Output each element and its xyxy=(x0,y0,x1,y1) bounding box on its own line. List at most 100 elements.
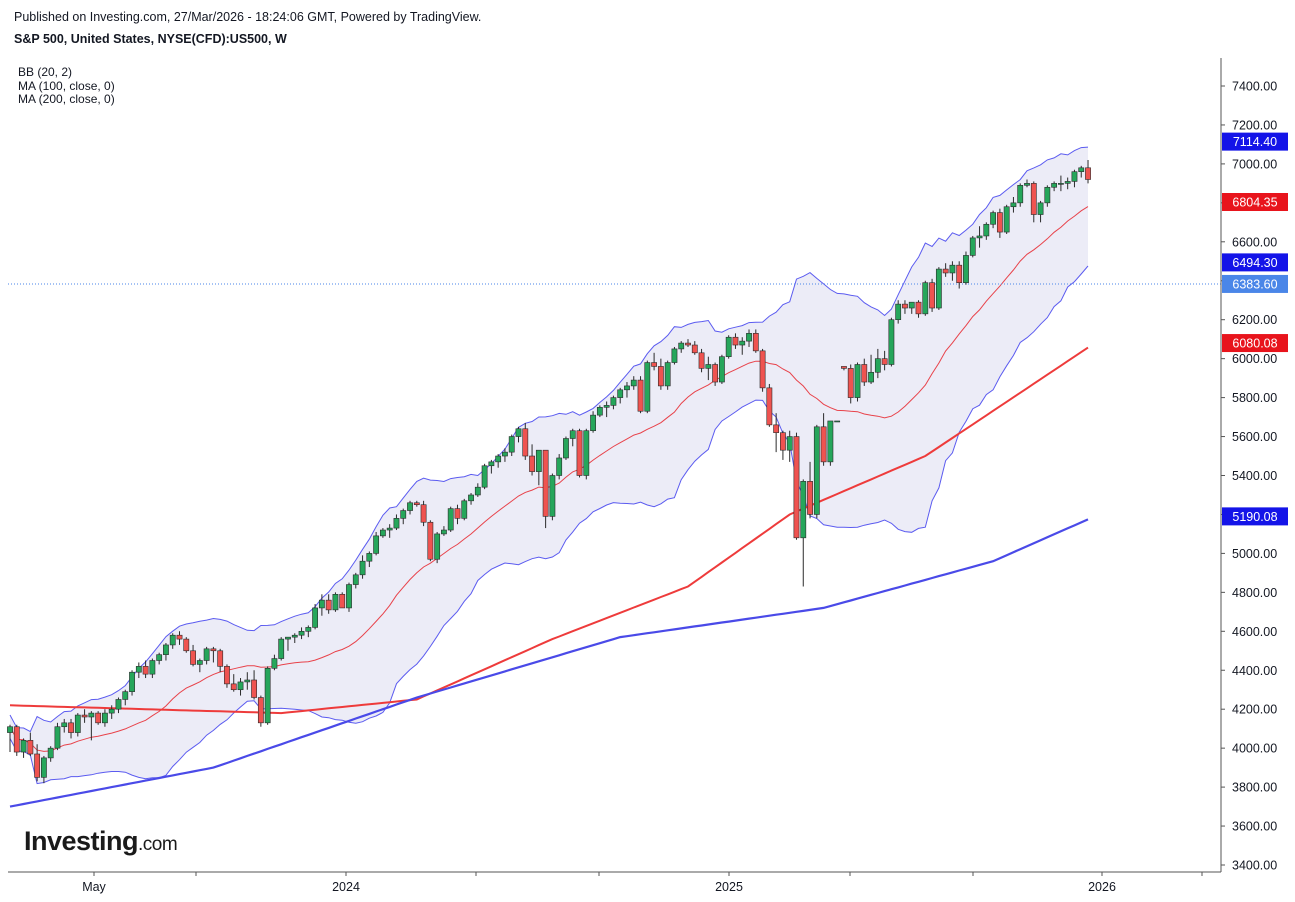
candle[interactable] xyxy=(752,329,759,353)
candle[interactable] xyxy=(271,654,278,671)
candle[interactable] xyxy=(339,592,346,609)
candle[interactable] xyxy=(542,449,549,529)
candle[interactable] xyxy=(244,672,251,690)
candle[interactable] xyxy=(746,329,752,347)
candle[interactable] xyxy=(1078,165,1085,178)
candle[interactable] xyxy=(508,434,515,457)
indicator-ma200[interactable]: MA (200, close, 0) xyxy=(18,92,115,106)
candle[interactable] xyxy=(1044,185,1051,207)
indicator-bb[interactable]: BB (20, 2) xyxy=(18,65,73,79)
candle[interactable] xyxy=(447,506,454,532)
candle[interactable] xyxy=(468,493,474,505)
candle[interactable] xyxy=(807,461,813,519)
candle[interactable] xyxy=(718,354,725,384)
candle[interactable] xyxy=(1010,197,1017,213)
candle[interactable] xyxy=(780,430,786,460)
candle[interactable] xyxy=(630,376,637,390)
candle[interactable] xyxy=(224,664,230,688)
candle[interactable] xyxy=(739,337,746,355)
candle[interactable] xyxy=(393,514,400,531)
candle[interactable] xyxy=(929,278,935,312)
candle[interactable] xyxy=(163,642,169,661)
candle[interactable] xyxy=(874,348,881,379)
candle[interactable] xyxy=(176,631,183,645)
candle[interactable] xyxy=(434,531,441,564)
candle[interactable] xyxy=(766,383,773,427)
candle[interactable] xyxy=(786,430,793,462)
candle[interactable] xyxy=(1017,183,1024,207)
candle[interactable] xyxy=(949,261,956,281)
candle[interactable] xyxy=(122,689,129,706)
candle[interactable] xyxy=(624,382,630,398)
candle[interactable] xyxy=(346,582,352,612)
candle[interactable] xyxy=(400,508,407,525)
candle[interactable] xyxy=(461,498,468,521)
candle[interactable] xyxy=(800,479,807,587)
candle[interactable] xyxy=(1024,179,1030,188)
candle[interactable] xyxy=(217,648,224,673)
price-axis[interactable]: 3400.00 3600.00 3800.00 4000.00 4200.00 4400.… xyxy=(1220,58,1277,873)
candle[interactable] xyxy=(522,422,529,460)
candle[interactable] xyxy=(190,644,196,667)
candle[interactable] xyxy=(156,652,163,665)
candle[interactable] xyxy=(956,261,963,289)
candle[interactable] xyxy=(88,711,95,741)
candle[interactable] xyxy=(678,341,685,353)
candle[interactable] xyxy=(1071,169,1078,188)
candle[interactable] xyxy=(47,746,54,762)
candle[interactable] xyxy=(841,366,847,371)
candle[interactable] xyxy=(996,208,1003,238)
candle[interactable] xyxy=(854,362,861,402)
candle[interactable] xyxy=(596,405,603,418)
candle[interactable] xyxy=(474,483,481,497)
candle[interactable] xyxy=(332,592,339,612)
candle[interactable] xyxy=(1058,175,1064,192)
candle[interactable] xyxy=(861,358,868,386)
candle[interactable] xyxy=(149,658,156,679)
candle[interactable] xyxy=(576,428,583,478)
candle[interactable] xyxy=(685,339,691,347)
time-axis[interactable]: May 2024 2025 2026 xyxy=(8,871,1221,894)
candle[interactable] xyxy=(257,695,264,727)
candle[interactable] xyxy=(569,428,576,447)
candle[interactable] xyxy=(305,625,312,638)
candle[interactable] xyxy=(942,263,949,277)
candle[interactable] xyxy=(617,387,624,404)
candle[interactable] xyxy=(651,352,657,371)
candle[interactable] xyxy=(793,432,800,540)
candle[interactable] xyxy=(413,500,420,507)
candle[interactable] xyxy=(888,317,895,367)
candle[interactable] xyxy=(990,210,996,229)
candle[interactable] xyxy=(827,420,834,466)
candle[interactable] xyxy=(115,697,122,714)
candle[interactable] xyxy=(963,251,969,285)
candle[interactable] xyxy=(481,463,488,490)
candle[interactable] xyxy=(691,341,698,355)
indicator-ma100[interactable]: MA (100, close, 0) xyxy=(18,78,115,93)
candle[interactable] xyxy=(68,718,74,739)
candle[interactable] xyxy=(386,524,393,538)
candle[interactable] xyxy=(196,658,203,673)
candle[interactable] xyxy=(1037,200,1044,223)
candle[interactable] xyxy=(725,335,732,359)
candle[interactable] xyxy=(712,362,719,386)
candle[interactable] xyxy=(291,633,298,643)
candle[interactable] xyxy=(325,594,332,614)
candle[interactable] xyxy=(705,356,712,381)
candle[interactable] xyxy=(529,444,535,476)
candle[interactable] xyxy=(976,226,983,248)
candle[interactable] xyxy=(420,500,427,527)
candle[interactable] xyxy=(7,724,13,753)
candle[interactable] xyxy=(454,504,461,525)
candle[interactable] xyxy=(657,358,664,390)
candle[interactable] xyxy=(902,300,908,314)
candle[interactable] xyxy=(773,413,780,453)
candle[interactable] xyxy=(237,678,244,696)
candle[interactable] xyxy=(590,411,596,433)
candle[interactable] xyxy=(251,670,257,700)
candle[interactable] xyxy=(230,674,237,692)
candle[interactable] xyxy=(603,401,610,418)
candle[interactable] xyxy=(549,473,556,521)
candle[interactable] xyxy=(1085,160,1091,184)
candle[interactable] xyxy=(13,724,20,756)
